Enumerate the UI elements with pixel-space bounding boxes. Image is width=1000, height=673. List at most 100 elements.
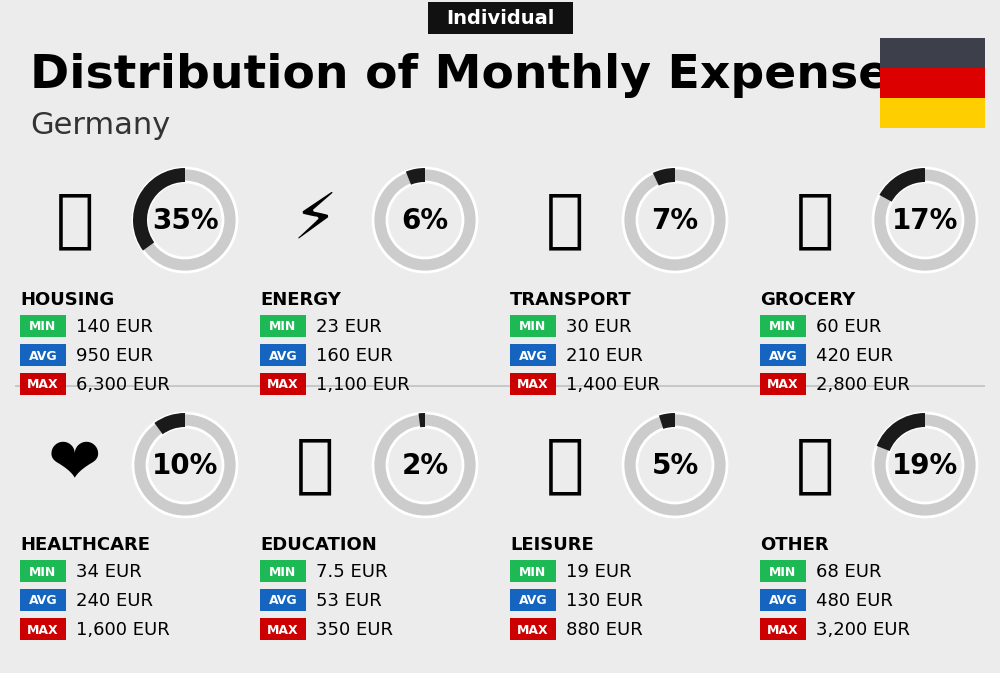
Text: MIN: MIN: [269, 565, 297, 579]
Bar: [20, 373, 66, 395]
Text: 19 EUR: 19 EUR: [566, 563, 632, 581]
Text: ⚡: ⚡: [293, 189, 337, 251]
Text: 5%: 5%: [651, 452, 699, 480]
Text: 160 EUR: 160 EUR: [316, 347, 393, 365]
Text: MIN: MIN: [29, 565, 57, 579]
Bar: [260, 373, 306, 395]
Text: 950 EUR: 950 EUR: [76, 347, 153, 365]
Text: 1,600 EUR: 1,600 EUR: [76, 621, 170, 639]
Text: MAX: MAX: [767, 623, 799, 637]
Bar: [510, 618, 556, 640]
Text: 34 EUR: 34 EUR: [76, 563, 142, 581]
Text: 30 EUR: 30 EUR: [566, 318, 632, 336]
Text: 6,300 EUR: 6,300 EUR: [76, 376, 170, 394]
Bar: [760, 589, 806, 611]
Text: 60 EUR: 60 EUR: [816, 318, 881, 336]
Text: 🎓: 🎓: [296, 434, 334, 496]
Wedge shape: [154, 413, 185, 434]
Text: AVG: AVG: [519, 349, 547, 363]
Text: 210 EUR: 210 EUR: [566, 347, 643, 365]
Text: MIN: MIN: [519, 565, 547, 579]
Text: 140 EUR: 140 EUR: [76, 318, 153, 336]
Text: 880 EUR: 880 EUR: [566, 621, 643, 639]
Text: 💰: 💰: [796, 434, 834, 496]
Wedge shape: [133, 168, 237, 272]
Wedge shape: [659, 413, 675, 429]
Wedge shape: [653, 168, 675, 186]
Text: MIN: MIN: [519, 320, 547, 334]
Text: Individual: Individual: [446, 9, 554, 28]
Bar: [428, 2, 572, 34]
Bar: [20, 315, 66, 337]
Text: MAX: MAX: [767, 378, 799, 392]
Bar: [760, 315, 806, 337]
Bar: [760, 618, 806, 640]
Bar: [760, 344, 806, 366]
Text: 350 EUR: 350 EUR: [316, 621, 393, 639]
Bar: [260, 560, 306, 582]
Text: AVG: AVG: [29, 349, 57, 363]
Text: 17%: 17%: [892, 207, 958, 235]
Text: MIN: MIN: [29, 320, 57, 334]
Text: 🛒: 🛒: [796, 189, 834, 251]
Bar: [20, 618, 66, 640]
Text: 🚌: 🚌: [546, 189, 584, 251]
Text: EDUCATION: EDUCATION: [260, 536, 377, 554]
Wedge shape: [623, 413, 727, 517]
Text: 130 EUR: 130 EUR: [566, 592, 643, 610]
Text: AVG: AVG: [519, 594, 547, 608]
Wedge shape: [873, 168, 977, 272]
Text: MAX: MAX: [517, 378, 549, 392]
Text: ENERGY: ENERGY: [260, 291, 341, 309]
Wedge shape: [623, 168, 727, 272]
Text: ❤️: ❤️: [48, 434, 102, 496]
Text: 🏢: 🏢: [56, 189, 94, 251]
Text: AVG: AVG: [269, 349, 297, 363]
Bar: [510, 373, 556, 395]
Text: 68 EUR: 68 EUR: [816, 563, 882, 581]
Wedge shape: [879, 168, 925, 202]
Bar: [20, 589, 66, 611]
Wedge shape: [406, 168, 425, 184]
Text: 420 EUR: 420 EUR: [816, 347, 893, 365]
Bar: [260, 315, 306, 337]
Text: OTHER: OTHER: [760, 536, 829, 554]
Text: 7%: 7%: [651, 207, 699, 235]
Bar: [880, 38, 985, 68]
Text: 10%: 10%: [152, 452, 218, 480]
Text: 23 EUR: 23 EUR: [316, 318, 382, 336]
Text: MIN: MIN: [269, 320, 297, 334]
Text: 480 EUR: 480 EUR: [816, 592, 893, 610]
Text: AVG: AVG: [269, 594, 297, 608]
Text: 2%: 2%: [401, 452, 449, 480]
Wedge shape: [373, 168, 477, 272]
Wedge shape: [877, 413, 925, 451]
Bar: [15, 385, 985, 386]
Bar: [510, 560, 556, 582]
Text: MIN: MIN: [769, 320, 797, 334]
Text: 1,100 EUR: 1,100 EUR: [316, 376, 410, 394]
Text: TRANSPORT: TRANSPORT: [510, 291, 632, 309]
Text: MIN: MIN: [769, 565, 797, 579]
Bar: [760, 560, 806, 582]
Text: Germany: Germany: [30, 110, 170, 139]
Bar: [20, 560, 66, 582]
Bar: [260, 589, 306, 611]
Bar: [510, 344, 556, 366]
Text: MAX: MAX: [27, 378, 59, 392]
Bar: [260, 344, 306, 366]
Bar: [760, 373, 806, 395]
Bar: [510, 315, 556, 337]
Wedge shape: [133, 413, 237, 517]
Text: MAX: MAX: [27, 623, 59, 637]
Text: MAX: MAX: [267, 623, 299, 637]
Text: 7.5 EUR: 7.5 EUR: [316, 563, 388, 581]
Text: AVG: AVG: [29, 594, 57, 608]
Wedge shape: [373, 413, 477, 517]
Text: 🛍️: 🛍️: [546, 434, 584, 496]
Text: 19%: 19%: [892, 452, 958, 480]
Bar: [880, 68, 985, 98]
Text: MAX: MAX: [267, 378, 299, 392]
Wedge shape: [873, 413, 977, 517]
Bar: [260, 618, 306, 640]
